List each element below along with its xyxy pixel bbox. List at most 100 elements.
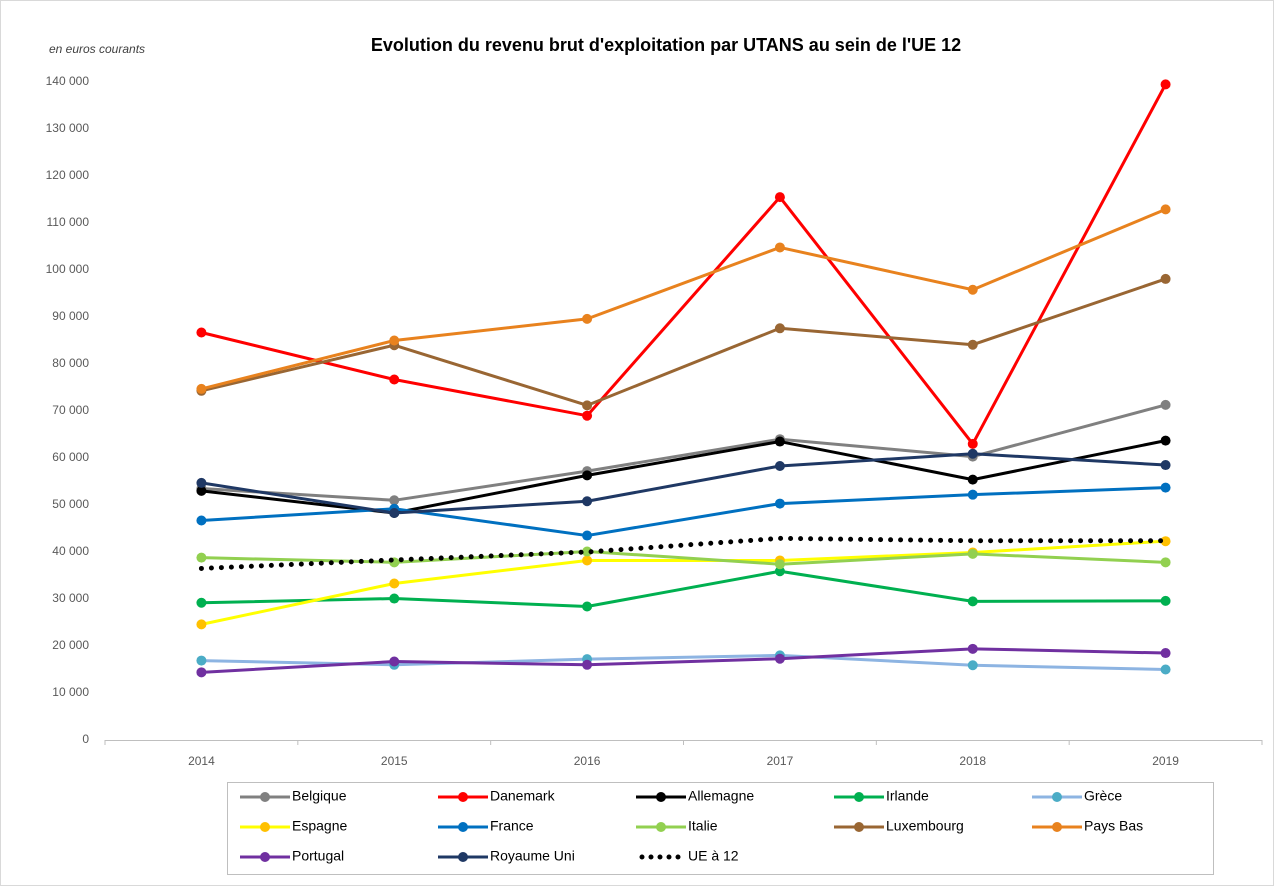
legend-marker [854,792,864,802]
y-tick-label: 130 000 [46,121,90,135]
point [1160,595,1171,606]
legend-marker [458,852,468,862]
legend-label: Luxembourg [886,818,964,834]
point [967,284,978,295]
y-tick-label: 140 000 [46,74,90,88]
legend-marker [1052,792,1062,802]
point [967,596,978,607]
y-tick-label: 70 000 [52,403,89,417]
series-line [198,535,1169,571]
legend-marker [458,792,468,802]
y-tick-label: 90 000 [52,309,89,323]
legend-marker [260,822,270,832]
point [196,655,207,666]
point [774,192,785,203]
point [582,496,593,507]
y-tick-label: 110 000 [47,215,90,229]
point [1160,664,1171,675]
point [967,660,978,671]
y-tick-label: 120 000 [46,168,90,182]
y-tick-label: 80 000 [52,356,89,370]
point [1160,435,1171,446]
point [967,448,978,459]
y-tick-label: 30 000 [52,591,89,605]
point [967,438,978,449]
point [774,566,785,577]
legend-marker [854,822,864,832]
legend-label: Royaume Uni [490,848,575,864]
point [1160,79,1171,90]
point [582,530,593,541]
point [196,477,207,488]
x-tick-label: 2017 [767,754,794,768]
series-line [201,277,1167,407]
legend-marker [656,792,666,802]
point [1160,460,1171,471]
legend-label: Espagne [292,818,347,834]
y-tick-label: 10 000 [52,685,89,699]
legend-label: UE à 12 [688,848,739,864]
x-tick-label: 2015 [381,754,408,768]
point [389,593,400,604]
legend-label: Pays Bas [1084,818,1143,834]
point [582,400,593,411]
point [582,470,593,481]
y-tick-label: 40 000 [52,544,89,558]
point [1160,648,1171,659]
point [196,485,207,496]
point [196,597,207,608]
legend-marker [260,852,270,862]
chart-title: Evolution du revenu brut d'exploitation … [371,35,961,55]
point [196,552,207,563]
point [389,578,400,589]
point [774,559,785,570]
chart-subtitle: en euros courants [49,42,145,56]
point [389,495,400,506]
legend-marker [260,792,270,802]
point [196,515,207,526]
point [774,323,785,334]
series-line [201,486,1166,538]
y-tick-label: 60 000 [52,450,89,464]
point [1160,482,1171,493]
point [389,374,400,385]
legend-label: Belgique [292,788,347,804]
point [967,643,978,654]
point [1160,557,1171,568]
point [1160,536,1171,547]
point [582,546,593,557]
y-tick-label: 20 000 [52,638,89,652]
point [582,313,593,324]
series-line [201,403,1166,502]
legend-marker [458,822,468,832]
legend-label: Portugal [292,848,344,864]
y-tick-label: 100 000 [46,262,90,276]
series-line [201,569,1166,609]
y-tick-label: 50 000 [52,497,89,511]
point [196,327,207,338]
point [967,548,978,559]
point [1160,204,1171,215]
point [967,489,978,500]
point [774,460,785,471]
point [774,242,785,253]
x-tick-label: 2014 [188,754,215,768]
series-line [201,647,1166,674]
point [582,555,593,566]
legend-label: France [490,818,534,834]
point [582,659,593,670]
point [774,436,785,447]
point [196,383,207,394]
point [774,498,785,509]
legend-marker [1052,822,1062,832]
legend-label: Irlande [886,788,929,804]
point [389,507,400,518]
legend-marker [656,822,666,832]
legend-label: Italie [688,818,718,834]
series-line [201,83,1167,446]
point [967,339,978,350]
point [196,619,207,630]
point [582,410,593,421]
